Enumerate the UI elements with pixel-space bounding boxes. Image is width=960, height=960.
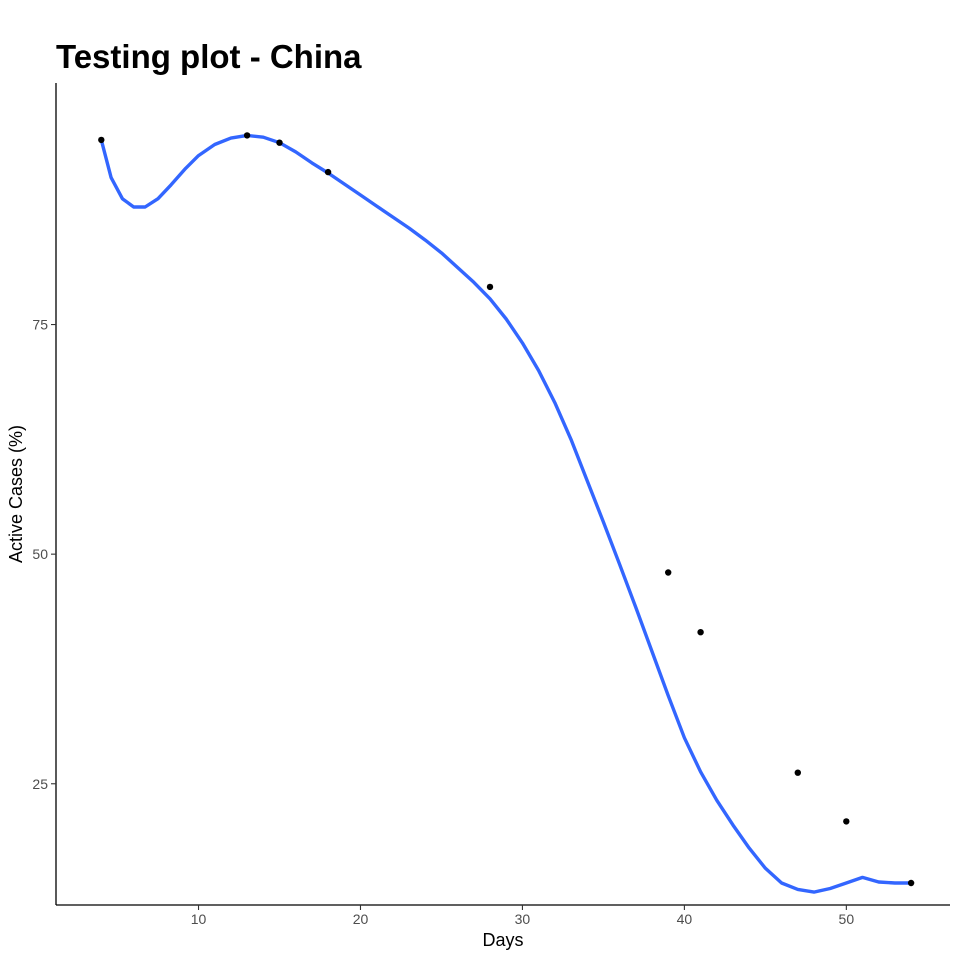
x-tick-label: 40 — [677, 911, 693, 927]
y-axis-title: Active Cases (%) — [6, 425, 26, 563]
data-point-1 — [98, 136, 105, 144]
y-tick-label: 75 — [32, 317, 48, 333]
y-axis-ticks: 25 50 75 — [32, 317, 56, 792]
smooth-trend-line — [99, 133, 913, 894]
x-tick-label: 50 — [839, 911, 855, 927]
x-tick-label: 30 — [515, 911, 531, 927]
plot-area — [98, 132, 915, 894]
y-tick-label: 50 — [32, 546, 48, 562]
y-tick-label: 25 — [32, 776, 48, 792]
data-point-10 — [907, 879, 915, 887]
data-point-4 — [324, 168, 332, 176]
chart-title: Testing plot - China — [56, 38, 362, 75]
x-axis-ticks: 10 20 30 40 50 — [191, 905, 855, 927]
data-point-5 — [486, 283, 494, 291]
data-point-2 — [243, 132, 251, 139]
x-axis-title: Days — [482, 930, 523, 950]
data-point-8 — [794, 769, 801, 776]
data-point-9 — [843, 818, 850, 825]
x-tick-label: 20 — [353, 911, 369, 927]
data-point-6 — [665, 569, 672, 576]
data-point-3 — [276, 139, 283, 146]
data-point-7 — [697, 629, 704, 636]
x-tick-label: 10 — [191, 911, 207, 927]
